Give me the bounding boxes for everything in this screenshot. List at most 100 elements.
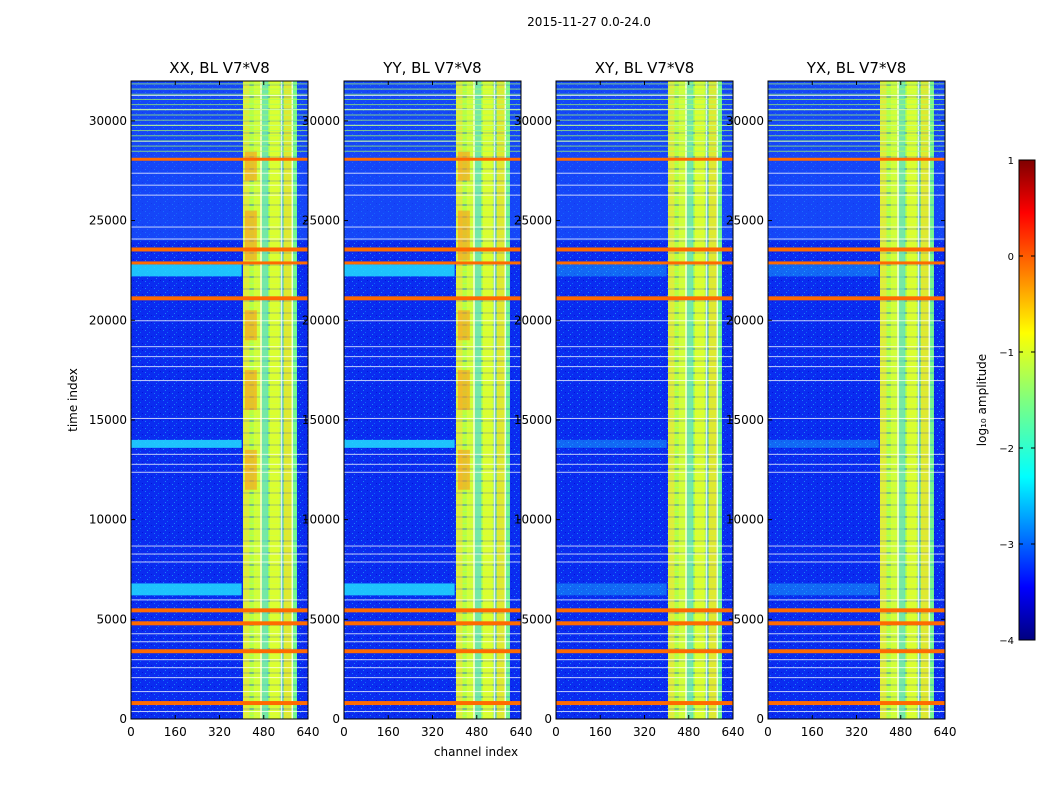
flag-line	[131, 641, 308, 643]
flag-line	[131, 346, 308, 348]
flagged-time-band	[768, 701, 945, 706]
flag-line	[131, 691, 308, 693]
flagged-time-band	[344, 157, 521, 161]
y-tick-label: 10000	[726, 513, 764, 527]
flag-line	[344, 453, 521, 455]
channel-stripe	[694, 81, 705, 719]
flag-line	[556, 94, 733, 96]
hot-spot	[245, 210, 257, 261]
x-tick-label: 320	[845, 725, 868, 739]
flag-line	[131, 453, 308, 455]
flag-line	[344, 119, 521, 121]
flagged-time-band	[131, 157, 308, 161]
flagged-time-band	[344, 701, 521, 706]
channel-gap	[473, 81, 475, 719]
flagged-time-band	[344, 621, 521, 626]
flag-line	[556, 238, 733, 240]
flag-line	[131, 599, 308, 601]
flag-line	[768, 238, 945, 240]
flag-line	[344, 104, 521, 106]
flag-line	[768, 356, 945, 358]
flag-line	[131, 114, 308, 116]
y-tick-label: 20000	[302, 313, 340, 327]
y-tick-label: 30000	[726, 114, 764, 128]
y-tick-label: 25000	[726, 214, 764, 228]
flag-line	[556, 471, 733, 473]
flag-line	[556, 184, 733, 186]
flag-line	[768, 94, 945, 96]
flag-line	[556, 98, 733, 100]
hot-spot	[245, 310, 257, 341]
flagged-time-band	[344, 296, 521, 301]
flagged-time-band	[131, 608, 308, 613]
flag-line	[768, 150, 945, 152]
channel-gap	[917, 81, 920, 719]
flag-line	[344, 677, 521, 679]
flagged-time-band	[768, 649, 945, 654]
flag-line	[768, 104, 945, 106]
flagged-time-band	[556, 701, 733, 706]
flag-line	[768, 633, 945, 635]
flag-line	[768, 453, 945, 455]
hot-spot	[245, 370, 257, 410]
flag-line	[131, 94, 308, 96]
flag-line	[768, 659, 945, 661]
x-tick-label: 320	[633, 725, 656, 739]
flag-line	[556, 366, 733, 368]
flag-line	[556, 93, 733, 95]
flagged-time-band	[344, 247, 521, 252]
channel-stripe	[269, 81, 280, 719]
flag-line	[556, 124, 733, 126]
hot-spot	[458, 310, 470, 341]
flagged-time-band	[556, 649, 733, 654]
flag-line	[344, 545, 521, 547]
cyan-time-band	[768, 439, 879, 448]
flag-line	[556, 417, 733, 419]
flag-line	[556, 545, 733, 547]
flag-line	[768, 366, 945, 368]
y-tick-label: 0	[756, 712, 764, 726]
channel-stripe	[929, 81, 934, 719]
x-tick-label: 480	[252, 725, 275, 739]
flag-line	[131, 417, 308, 419]
x-tick-label: 0	[127, 725, 135, 739]
cyan-time-band	[556, 583, 667, 596]
flag-line	[131, 172, 308, 174]
flag-line	[768, 417, 945, 419]
channel-gap	[504, 81, 507, 719]
flag-line	[344, 94, 521, 96]
hot-spot	[245, 449, 257, 490]
flag-line	[131, 88, 308, 90]
channel-gap	[493, 81, 496, 719]
flag-line	[131, 119, 308, 121]
flag-line	[556, 130, 733, 132]
channel-gap	[705, 81, 708, 719]
x-tick-label: 0	[552, 725, 560, 739]
flag-line	[131, 553, 308, 555]
x-tick-label: 320	[421, 725, 444, 739]
hot-spot	[458, 210, 470, 261]
colorbar-ticks: 1 0 −1 −2 −3 −4	[999, 156, 1035, 647]
channel-stripe	[292, 81, 297, 719]
y-tick-label: 10000	[302, 513, 340, 527]
panel-yy: YY, BL V7*V8 0 160 320 480 640 0 5000 10000 15000…	[302, 59, 533, 739]
flagged-time-band	[768, 261, 945, 265]
flagged-time-band	[768, 157, 945, 161]
cyan-time-band	[131, 264, 242, 277]
flagged-time-band	[344, 261, 521, 265]
channel-stripe	[717, 81, 722, 719]
hot-spot	[458, 449, 470, 490]
figure-suptitle: 2015-11-27 0.0-24.0	[527, 15, 651, 29]
flag-line	[131, 659, 308, 661]
flag-line	[344, 471, 521, 473]
flag-line	[131, 104, 308, 106]
flag-line	[768, 711, 945, 713]
y-tick-label: 15000	[514, 413, 552, 427]
flag-line	[556, 463, 733, 465]
flag-line	[556, 194, 733, 196]
channel-gap	[280, 81, 283, 719]
flag-line	[131, 561, 308, 563]
cyan-time-band	[768, 583, 879, 596]
flag-line	[768, 553, 945, 555]
flag-line	[131, 98, 308, 100]
